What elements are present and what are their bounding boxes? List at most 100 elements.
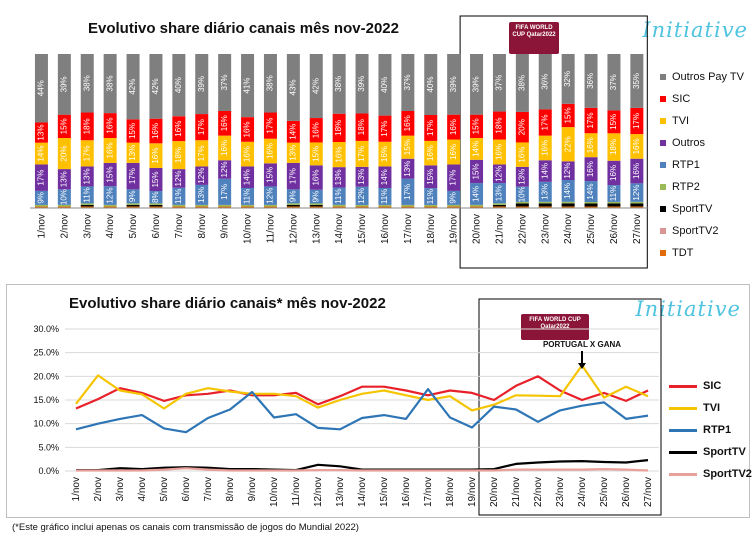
data-label-outros-pay-tv-11-nov: 38% (266, 75, 275, 91)
bar-tvi-8-nov (195, 140, 209, 167)
x-tick-label-15-nov: 15/nov (357, 214, 368, 244)
data-label-outros-27-nov: 16% (632, 163, 641, 179)
bar-rtp1-2-nov (57, 189, 71, 205)
data-label-tvi-11-nov: 16% (266, 143, 275, 159)
x-tick-label-17-nov: 17/nov (423, 477, 434, 507)
bar-rtp1-12-nov (286, 189, 300, 204)
data-label-sic-18-nov: 17% (426, 120, 435, 136)
bar-outros-11-nov (263, 163, 277, 187)
bar-outros-9-nov (218, 160, 232, 179)
bar-rtp1-19-nov (447, 190, 461, 205)
data-label-sic-9-nov: 16% (220, 115, 229, 131)
data-label-rtp1-18-nov: 11% (426, 189, 435, 204)
data-label-tvi-17-nov: 15% (403, 139, 412, 155)
data-label-outros-9-nov: 12% (220, 161, 229, 177)
bar-rtp1-13-nov (309, 189, 323, 204)
bar-outros-pay-tv-9-nov (218, 54, 232, 111)
bar-sic-19-nov (447, 114, 461, 140)
x-tick-label-6-nov: 6/nov (151, 214, 162, 238)
legend-swatch (660, 184, 666, 190)
legend-item-tvi: TVI (660, 110, 744, 132)
bar-tvi-10-nov (241, 141, 255, 167)
annotation-arrow-head (578, 363, 586, 369)
series-line-tvi (75, 364, 649, 412)
data-label-tvi-3-nov: 17% (82, 145, 91, 161)
data-label-tvi-13-nov: 15% (311, 146, 320, 162)
bar-tdt-27-nov (630, 206, 644, 208)
x-tick-label-3-nov: 3/nov (115, 477, 126, 501)
bar-sic-5-nov (126, 119, 140, 143)
bar-sporttv-27-nov (630, 203, 644, 207)
data-label-outros-pay-tv-26-nov: 37% (609, 74, 618, 90)
bar-tdt-3-nov (80, 206, 94, 208)
bar-sic-25-nov (584, 107, 598, 134)
bar-rtp1-7-nov (172, 187, 186, 205)
bar-tdt-8-nov (195, 206, 209, 208)
bar-sic-17-nov (401, 110, 415, 136)
bar-sic-23-nov (538, 109, 552, 136)
bar-tvi-3-nov (80, 140, 94, 167)
data-label-rtp1-3-nov: 11% (82, 187, 91, 202)
data-label-tvi-9-nov: 16% (220, 140, 229, 156)
bar-sporttv-25-nov (584, 203, 598, 207)
data-label-outros-pay-tv-7-nov: 40% (174, 77, 183, 93)
data-label-tvi-10-nov: 16% (243, 146, 252, 162)
bar-rtp2-10-nov (241, 204, 255, 207)
data-label-rtp1-7-nov: 11% (174, 189, 183, 204)
world-cup-logo: FIFA WORLD CUP Qatar2022 (509, 22, 559, 54)
legend-swatch (660, 250, 666, 256)
bar-tdt-11-nov (263, 206, 277, 208)
data-label-rtp1-10-nov: 11% (243, 189, 252, 204)
bar-rtp1-25-nov (584, 181, 598, 203)
x-tick-label-27-nov: 27/nov (632, 214, 643, 244)
bar-tdt-20-nov (470, 206, 484, 208)
bar-tdt-5-nov (126, 206, 140, 208)
data-label-rtp1-19-nov: 9% (449, 192, 458, 204)
y-tick-label: 30.0% (33, 324, 59, 334)
legend-item-tdt: TDT (660, 242, 744, 264)
legend-swatch (669, 384, 697, 388)
x-tick-label-10-nov: 10/nov (269, 477, 280, 507)
bar-rtp2-23-nov (538, 201, 552, 204)
data-label-sic-24-nov: 15% (563, 107, 572, 123)
bar-sic-12-nov (286, 120, 300, 143)
data-label-outros-25-nov: 16% (586, 161, 595, 177)
series-line-sporttv2 (76, 467, 649, 472)
bar-tvi-1-nov (34, 142, 48, 165)
bar-rtp2-8-nov (195, 204, 209, 207)
data-label-outros-13-nov: 16% (311, 169, 320, 185)
data-label-rtp1-11-nov: 12% (266, 188, 275, 204)
bar-rtp1-17-nov (401, 178, 415, 205)
x-tick-label-26-nov: 26/nov (621, 477, 632, 507)
bar-tvi-6-nov (149, 143, 163, 168)
bar-tdt-23-nov (538, 206, 552, 208)
bar-tvi-21-nov (492, 139, 506, 165)
bar-sic-22-nov (515, 111, 529, 143)
bar-rtp2-7-nov (172, 204, 186, 207)
bar-outros-10-nov (241, 166, 255, 188)
bar-tvi-22-nov (515, 142, 529, 167)
x-tick-label-19-nov: 19/nov (467, 477, 478, 507)
bar-outros-pay-tv-21-nov (492, 54, 506, 112)
legend-label: TDT (672, 247, 694, 259)
bar-tdt-4-nov (103, 206, 117, 208)
data-label-outros-pay-tv-9-nov: 37% (220, 74, 229, 90)
data-label-rtp1-5-nov: 9% (128, 191, 137, 203)
legend-item-sporttv2: SportTV2 (660, 220, 744, 242)
bar-rtp1-23-nov (538, 181, 552, 202)
bar-rtp2-27-nov (630, 201, 644, 204)
bar-outros-pay-tv-16-nov (378, 54, 392, 116)
bar-outros-12-nov (286, 162, 300, 190)
data-label-sic-1-nov: 13% (37, 125, 46, 141)
bar-rtp1-22-nov (515, 186, 529, 202)
data-label-sic-26-nov: 15% (609, 114, 618, 130)
bar-tdt-16-nov (378, 206, 392, 208)
legend-label: RTP1 (672, 159, 700, 171)
data-label-outros-pay-tv-3-nov: 38% (82, 75, 91, 91)
data-label-sic-12-nov: 14% (288, 124, 297, 140)
x-tick-label-27-nov: 27/nov (643, 477, 654, 507)
bar-outros-pay-tv-2-nov (57, 54, 71, 115)
bar-rtp2-22-nov (515, 201, 529, 204)
bar-sic-26-nov (607, 110, 621, 134)
y-tick-label: 20.0% (33, 371, 59, 381)
